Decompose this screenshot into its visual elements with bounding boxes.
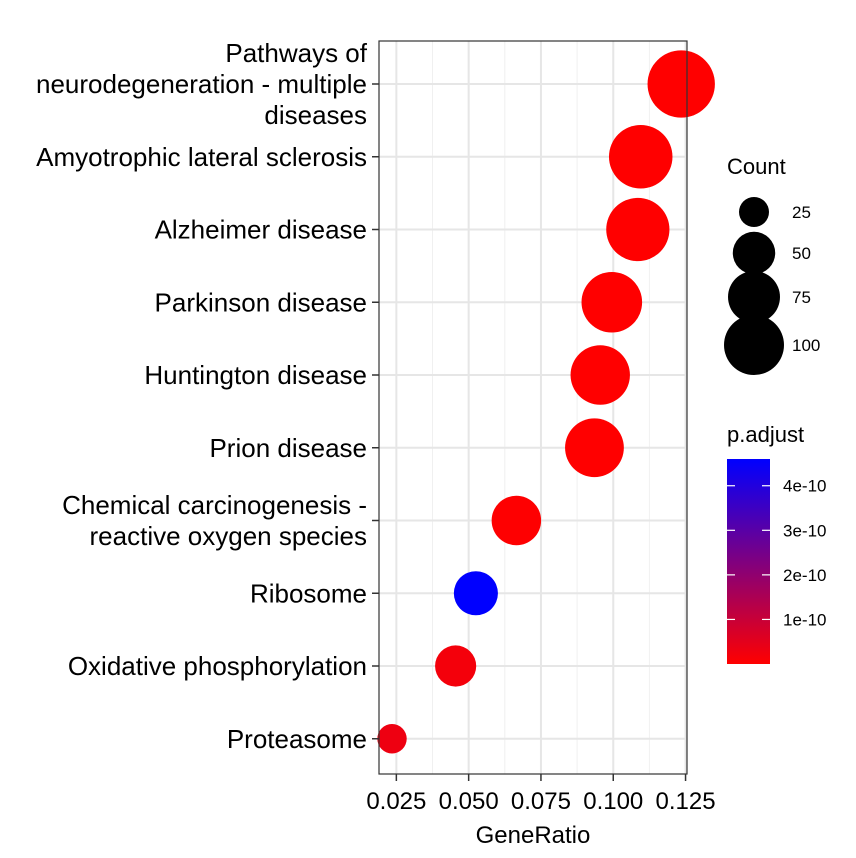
point-prion-disease [565, 418, 624, 478]
color-key-label: 1e-10 [783, 610, 826, 629]
y-label-alzheimer-disease: Alzheimer disease [155, 215, 367, 245]
color-key-label: 4e-10 [783, 477, 826, 496]
size-key-25 [739, 197, 769, 227]
point-huntington-disease [570, 345, 630, 405]
point-parkinson-disease [581, 271, 643, 333]
y-label-proteasome: Proteasome [227, 724, 367, 754]
x-tick-label: 0.050 [439, 788, 499, 815]
y-label-chemical-carcinogenesis-reactive-oxygen-species: Chemical carcinogenesis -reactive oxygen… [62, 490, 367, 551]
x-tick-label: 0.100 [583, 788, 643, 815]
x-axis: 0.025 0.050 0.075 0.100 0.125 [366, 774, 716, 815]
size-legend: Count 25 50 75 100 [724, 154, 820, 375]
size-key-75 [728, 271, 780, 323]
point-chemical-carcinogenesis-reactive-oxygen-species [491, 495, 542, 546]
y-label-oxidative-phosphorylation: Oxidative phosphorylation [68, 651, 367, 681]
point-pathways-of-neurodegeneration-multiple-diseases [647, 50, 715, 118]
color-legend-title: p.adjust [727, 422, 804, 447]
y-label-prion-disease: Prion disease [209, 433, 367, 463]
point-ribosome [453, 571, 498, 616]
x-tick-label: 0.075 [511, 788, 571, 815]
point-alzheimer-disease [606, 197, 670, 262]
x-tick-label: 0.025 [366, 788, 426, 815]
x-axis-title: GeneRatio [476, 822, 591, 849]
size-key-label: 25 [792, 203, 811, 222]
color-legend: p.adjust 1e-10 2e-10 3e-10 4e-10 [727, 422, 826, 664]
color-key-label: 3e-10 [783, 521, 826, 540]
size-legend-title: Count [727, 154, 786, 179]
y-axis: Pathways of neurodegeneration - multiple d… [36, 38, 379, 754]
y-label-amyotrophic-lateral-sclerosis: Amyotrophic lateral sclerosis [36, 142, 367, 172]
size-key-label: 75 [792, 288, 811, 307]
size-key-label: 50 [792, 244, 811, 263]
point-amyotrophic-lateral-sclerosis [608, 125, 673, 189]
size-key-50 [732, 231, 776, 275]
color-key-label: 2e-10 [783, 566, 826, 585]
size-key-100 [724, 315, 784, 375]
size-key-label: 100 [792, 336, 820, 355]
color-bar [727, 459, 770, 664]
data-points [377, 50, 715, 754]
point-proteasome [377, 724, 407, 754]
panel-border [378, 40, 688, 775]
point-oxidative-phosphorylation [435, 645, 477, 687]
y-label-ribosome: Ribosome [250, 578, 367, 608]
x-tick-label: 0.125 [656, 788, 716, 815]
y-label-parkinson-disease: Parkinson disease [155, 287, 367, 317]
y-label-huntington-disease: Huntington disease [144, 360, 367, 390]
y-label-pathways-of-neurodegeneration-multiple-diseases: Pathways of neurodegeneration - multiple d… [36, 38, 368, 130]
